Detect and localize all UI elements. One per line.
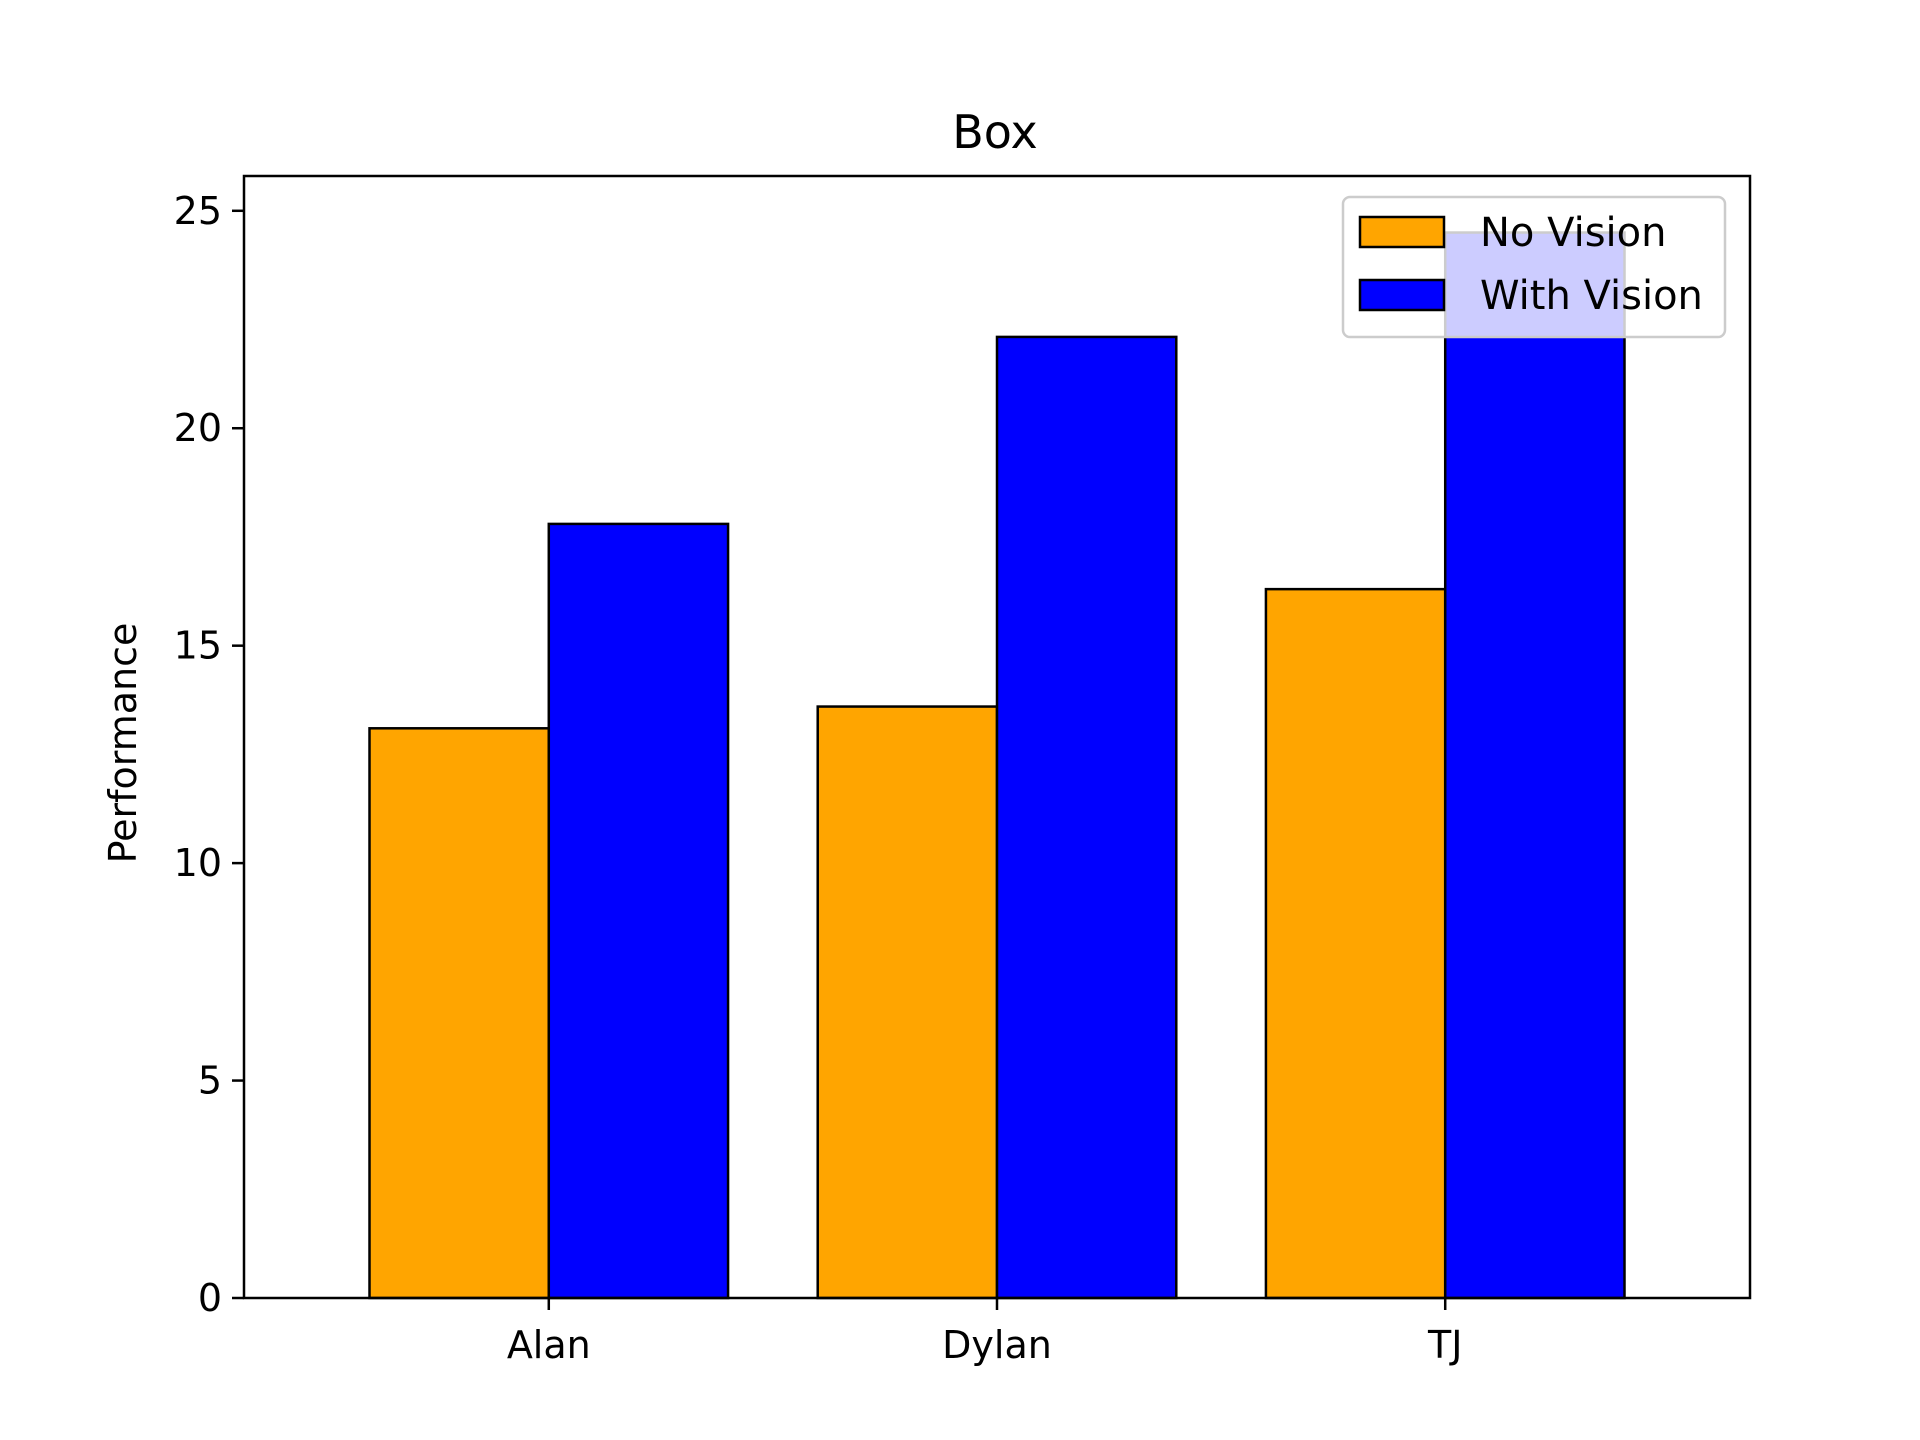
x-tick-label-tj: TJ [1427, 1323, 1462, 1367]
legend-label-no-vision: No Vision [1480, 210, 1666, 256]
y-tick-label: 25 [174, 189, 222, 233]
legend-swatch-no-vision [1358, 215, 1446, 249]
y-tick-label: 10 [174, 841, 222, 885]
y-axis-label: Performance [101, 623, 145, 864]
legend: No Vision With Vision [1341, 195, 1727, 339]
x-axis-ticks: Alan Dylan TJ [507, 1298, 1462, 1367]
x-tick-label-alan: Alan [507, 1323, 591, 1367]
y-axis-ticks: 0 5 10 15 20 25 [174, 189, 244, 1320]
bar-no-vision-alan [368, 727, 551, 1300]
y-tick-label: 15 [174, 624, 222, 668]
bar-with-vision-tj [1443, 231, 1626, 1300]
legend-swatch-with-vision [1358, 278, 1446, 312]
y-tick-label: 5 [198, 1059, 222, 1103]
y-tick-label: 0 [198, 1276, 222, 1320]
bar-with-vision-alan [547, 522, 730, 1300]
x-tick-label-dylan: Dylan [942, 1323, 1052, 1367]
bar-with-vision-dylan [995, 335, 1178, 1300]
bar-no-vision-tj [1264, 587, 1447, 1300]
chart-title: Box [952, 105, 1038, 159]
bar-no-vision-dylan [816, 705, 999, 1300]
y-tick-label: 20 [174, 406, 222, 450]
bars-group [368, 231, 1626, 1300]
legend-label-with-vision: With Vision [1480, 273, 1703, 319]
